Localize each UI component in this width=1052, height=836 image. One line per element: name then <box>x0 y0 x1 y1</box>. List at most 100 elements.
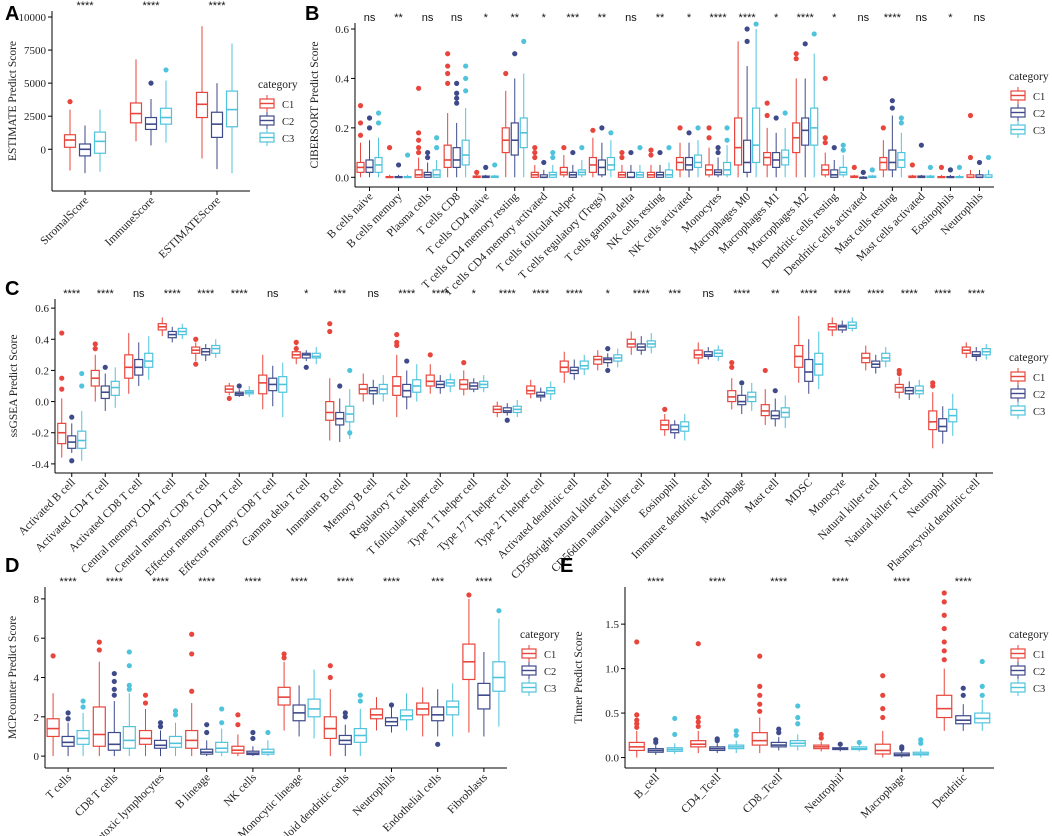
x-category-label: Macrophage <box>859 772 908 821</box>
outlier-point <box>366 115 373 121</box>
outlier-point <box>67 99 73 105</box>
box-c2 <box>670 420 680 439</box>
outlier-point <box>880 125 886 131</box>
outlier-point <box>102 364 108 370</box>
outlier-point <box>918 737 924 743</box>
outlier-point <box>941 590 947 596</box>
x-category-label: Dendritic <box>930 772 969 811</box>
outlier-point <box>69 414 75 420</box>
box-c1 <box>874 673 891 758</box>
outlier-point <box>92 341 98 347</box>
x-category-label: T cells <box>44 771 75 802</box>
outlier-point <box>840 142 846 148</box>
significance-label: ns <box>364 12 376 24</box>
outlier-point <box>504 417 510 423</box>
box-c1 <box>794 315 804 383</box>
outlier-point <box>463 63 469 69</box>
box-body <box>414 169 423 178</box>
box-c1 <box>231 712 245 757</box>
box-c3 <box>981 343 991 360</box>
significance-label: **** <box>739 12 757 24</box>
box-c3 <box>606 130 615 178</box>
outlier-point <box>532 145 538 151</box>
box-c2 <box>435 375 445 394</box>
outlier-point <box>265 729 271 736</box>
box-c2 <box>536 387 546 402</box>
box-c1 <box>526 379 536 399</box>
box-c1 <box>258 354 268 410</box>
outlier-point <box>172 712 179 718</box>
box-c3 <box>307 669 321 739</box>
outlier-point <box>795 721 801 727</box>
box-c3 <box>948 393 958 436</box>
outlier-point <box>250 735 256 742</box>
outlier-point <box>733 728 739 734</box>
box-body <box>431 706 445 722</box>
box-c1 <box>727 360 737 410</box>
outlier-point <box>899 746 905 752</box>
box-c1 <box>129 59 143 142</box>
box-c3 <box>77 370 87 461</box>
box-body <box>763 151 772 166</box>
outlier-point <box>672 731 678 738</box>
y-axis-title: MCPcounter Predict Score <box>7 616 19 739</box>
box-c1 <box>459 360 469 396</box>
box-c3 <box>144 336 154 380</box>
outlier-point <box>327 674 333 681</box>
outlier-point <box>92 346 98 352</box>
legend-title: category <box>1009 629 1049 641</box>
outlier-point <box>189 688 195 694</box>
box-c3 <box>490 162 499 179</box>
x-category-label: B lineage <box>173 772 212 811</box>
box-c2 <box>153 720 168 757</box>
box-body <box>879 156 888 171</box>
outlier-point <box>79 383 85 389</box>
box-c3 <box>728 728 745 754</box>
box-body <box>664 169 674 178</box>
box-c1 <box>530 145 539 178</box>
outlier-point <box>714 738 720 744</box>
box-c1 <box>124 333 134 394</box>
outlier-point <box>550 154 556 161</box>
outlier-point <box>956 164 963 171</box>
box-c2 <box>684 130 694 178</box>
outlier-point <box>729 360 735 366</box>
significance-label: **** <box>337 576 355 588</box>
outlier-point <box>729 364 735 370</box>
box-c3 <box>403 152 412 179</box>
outlier-point <box>550 149 556 156</box>
outlier-point <box>695 719 701 725</box>
legend-label: C2 <box>1033 390 1045 401</box>
box-c3 <box>76 698 90 757</box>
outlier-point <box>219 720 225 726</box>
outlier-point <box>880 673 886 679</box>
outlier-point <box>404 152 411 158</box>
significance-label: **** <box>106 576 124 588</box>
outlier-point <box>512 51 518 57</box>
significance-label: * <box>304 288 309 300</box>
outlier-point <box>434 145 440 151</box>
outlier-point <box>918 740 924 746</box>
outlier-point <box>96 647 102 653</box>
box-c3 <box>839 142 848 178</box>
box-c1 <box>734 41 743 178</box>
significance-label: ns <box>916 12 928 24</box>
outlier-point <box>463 75 469 82</box>
outlier-point <box>327 663 333 669</box>
significance-label: **** <box>633 288 651 300</box>
outlier-point <box>163 67 169 73</box>
outlier-point <box>695 723 701 730</box>
significance-label: ** <box>771 288 780 300</box>
box-c2 <box>234 383 244 397</box>
outlier-point <box>634 639 640 645</box>
outlier-point <box>831 145 837 151</box>
outlier-point <box>157 724 164 730</box>
y-tick-label: 2 <box>34 712 40 724</box>
box-c2 <box>431 689 445 747</box>
outlier-point <box>985 154 992 161</box>
legend-label: C1 <box>544 650 556 661</box>
y-tick-label: 0.0 <box>335 172 349 184</box>
outlier-point <box>492 162 498 168</box>
y-tick-label: 7500 <box>24 45 47 57</box>
